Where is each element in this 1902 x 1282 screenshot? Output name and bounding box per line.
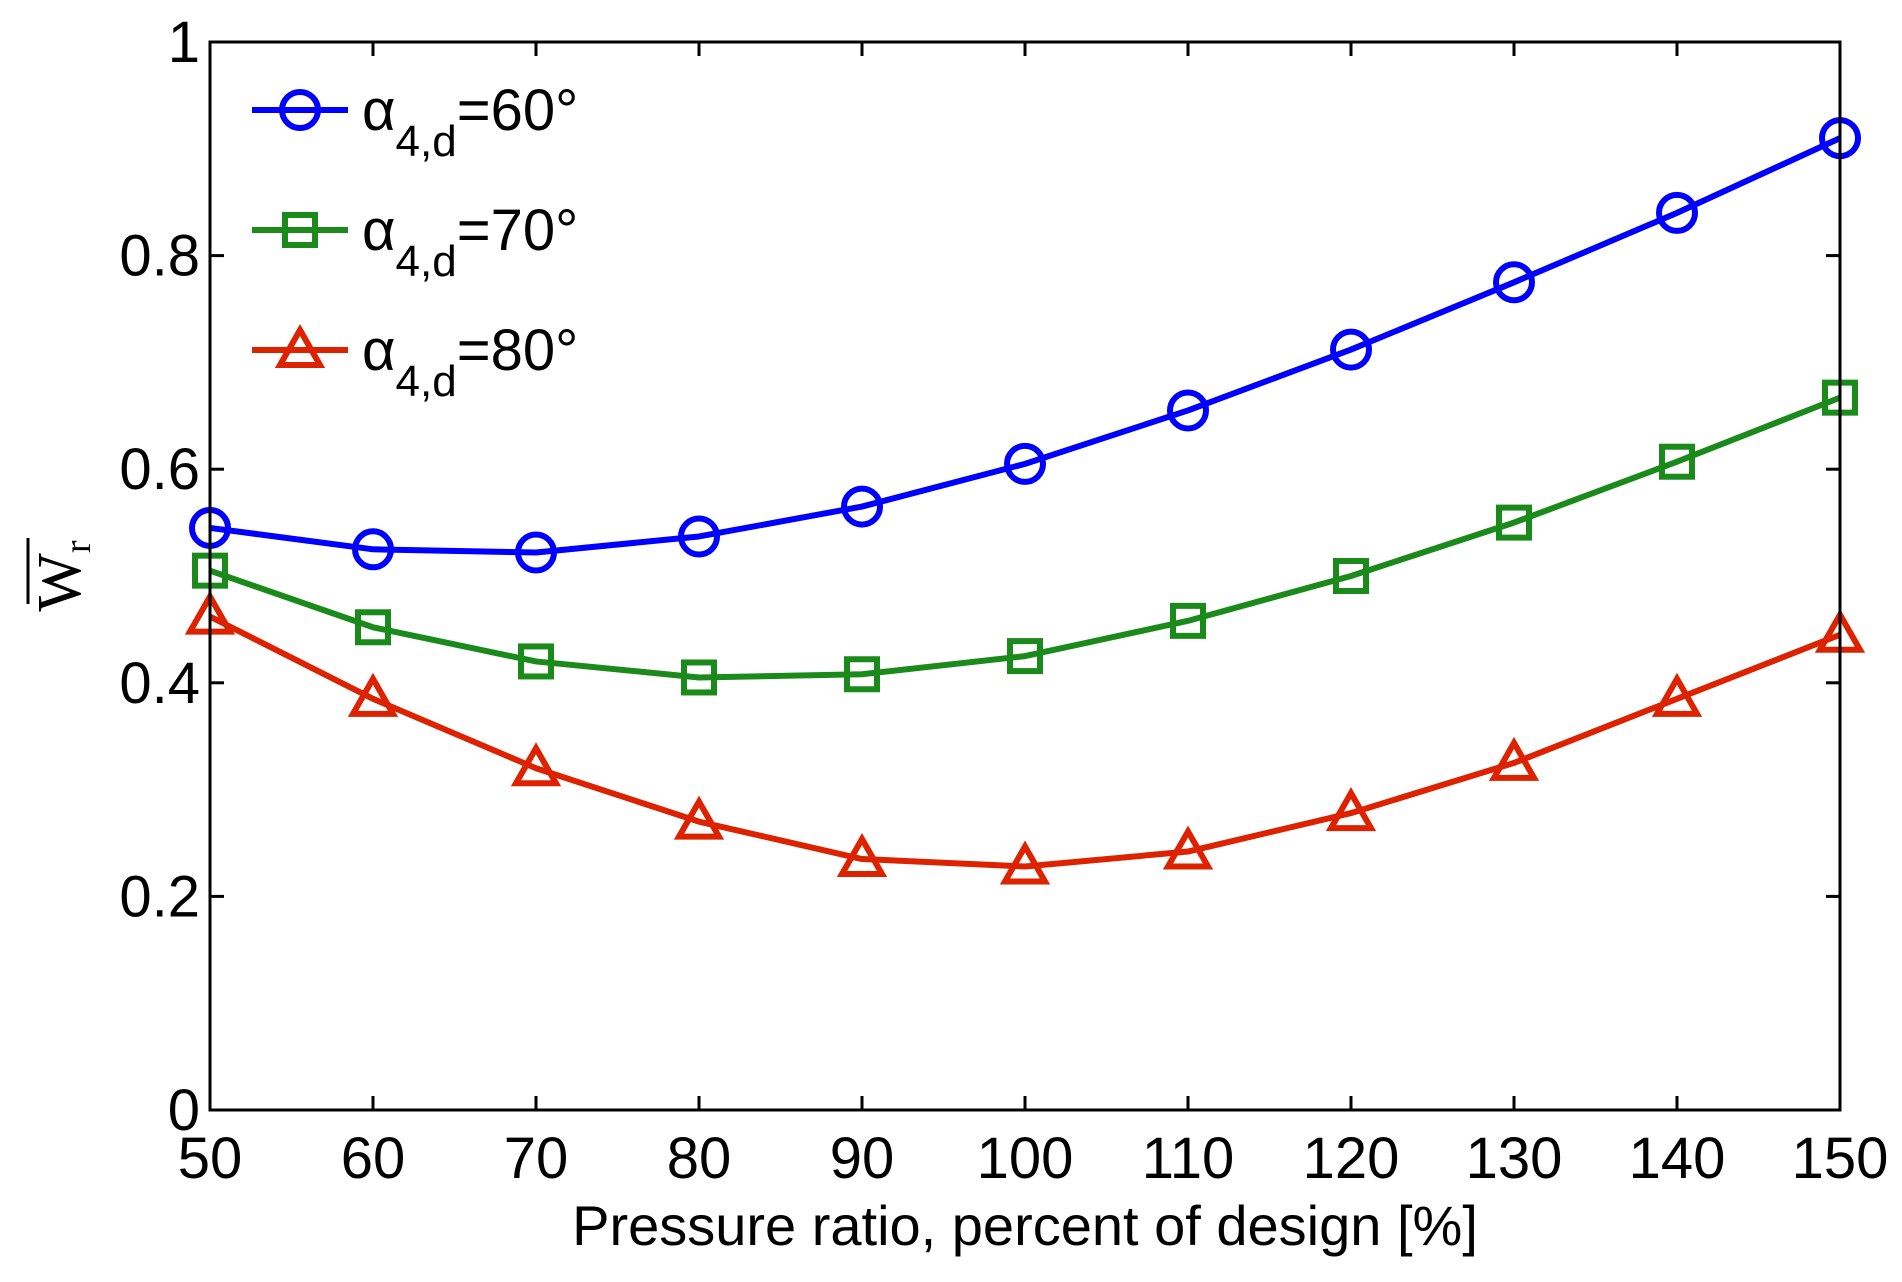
data-point	[836, 832, 888, 878]
data-point	[1651, 672, 1703, 717]
x-tick-label: 90	[830, 1126, 895, 1191]
legend-label: α4,d=70°	[362, 198, 578, 286]
data-point	[1167, 389, 1209, 432]
data-point	[678, 515, 720, 558]
data-point	[1333, 558, 1369, 594]
legend-value: =60°	[457, 78, 579, 143]
legend-marker	[282, 212, 318, 248]
y-tick-label: 0.4	[119, 651, 200, 716]
x-tick-label: 100	[977, 1126, 1074, 1191]
x-tick-label: 110	[1142, 1126, 1234, 1191]
legend-greek: α	[362, 318, 396, 383]
data-point	[1330, 328, 1372, 371]
legend-label: α4,d=60°	[362, 78, 578, 166]
legend-subscript: 4,d	[396, 357, 457, 406]
series-1	[189, 117, 1861, 574]
legend-value: =70°	[457, 198, 579, 263]
data-point	[1659, 443, 1695, 480]
data-point	[1004, 442, 1046, 485]
series-line	[209, 135, 1842, 556]
x-tick-label: 80	[667, 1126, 732, 1191]
y-tick-label: 0.6	[119, 437, 200, 502]
legend-item: α4,d=60°	[252, 78, 578, 166]
y-tick-label: 0	[168, 1078, 200, 1143]
data-point	[355, 609, 391, 646]
data-point	[844, 656, 880, 693]
data-point	[1162, 825, 1214, 870]
x-axis-label: Pressure ratio, percent of design [%]	[572, 1194, 1478, 1257]
x-tick-label: 70	[504, 1126, 569, 1191]
plot-area	[184, 117, 1866, 885]
series-line	[209, 394, 1842, 681]
x-tick-label: 50	[178, 1126, 243, 1191]
data-point	[1325, 787, 1377, 832]
x-tick-label: 130	[1466, 1126, 1563, 1191]
svg-text:Wr: Wr	[26, 540, 99, 612]
data-point	[999, 840, 1051, 885]
data-point	[1493, 261, 1535, 304]
data-point	[681, 659, 717, 696]
data-point	[515, 531, 557, 574]
data-point	[841, 485, 883, 528]
legend-marker	[279, 89, 321, 131]
legend-greek: α	[362, 198, 396, 263]
data-point	[1656, 191, 1698, 234]
data-point	[352, 528, 394, 571]
x-tick-label: 140	[1629, 1126, 1726, 1191]
y-axis-label-sub: r	[57, 540, 99, 553]
data-point	[1488, 736, 1540, 781]
data-point	[347, 672, 399, 717]
series-3	[184, 590, 1866, 885]
legend-subscript: 4,d	[396, 237, 457, 286]
series-line	[208, 613, 1842, 870]
data-point	[1496, 504, 1532, 541]
x-tick-label: 120	[1303, 1126, 1400, 1191]
data-point	[1170, 602, 1206, 639]
ticks: 50 60 70 80 90 100 110 120 130 140 150 0 0.2 0.4 0.6 0.…	[119, 10, 1888, 1191]
legend-item: α4,d=80°	[252, 318, 578, 406]
y-axis-label-main: W	[26, 553, 94, 612]
data-point	[518, 643, 554, 680]
y-axis-label: Wr	[26, 538, 99, 612]
legend-label: α4,d=80°	[362, 318, 578, 406]
y-tick-label: 0.2	[119, 864, 200, 929]
x-tick-label: 150	[1792, 1126, 1889, 1191]
legend: α4,d=60°α4,d=70°α4,d=80°	[252, 78, 578, 406]
legend-marker	[274, 323, 326, 368]
legend-value: =80°	[457, 318, 579, 383]
data-point	[1007, 638, 1043, 675]
x-tick-label: 60	[341, 1126, 406, 1191]
legend-item: α4,d=70°	[252, 198, 578, 286]
legend-subscript: 4,d	[396, 117, 457, 166]
data-point	[510, 742, 562, 787]
legend-greek: α	[362, 78, 396, 143]
y-tick-label: 0.8	[119, 224, 200, 289]
y-tick-label: 1	[168, 10, 200, 75]
data-point	[673, 795, 725, 840]
